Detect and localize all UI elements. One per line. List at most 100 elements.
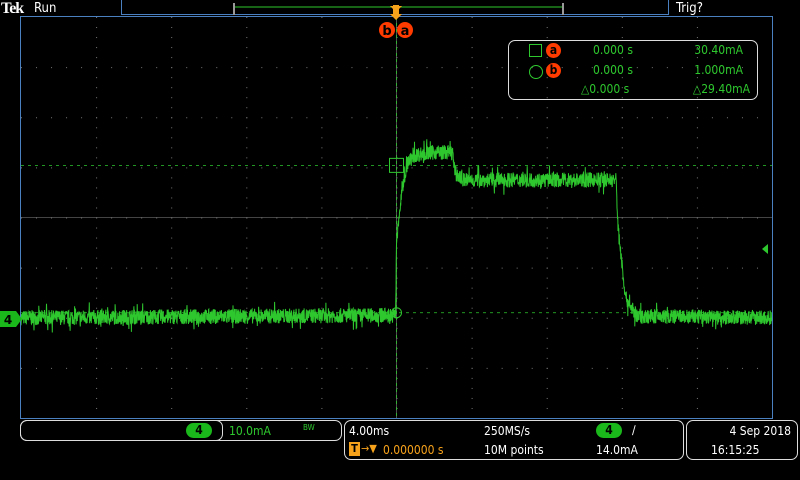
grid-dot — [396, 197, 398, 199]
grid-dot — [321, 117, 323, 119]
grid-dot — [651, 67, 653, 69]
cursor-a-square-icon — [529, 44, 542, 57]
grid-dot — [321, 127, 323, 129]
grid-dot — [651, 267, 653, 269]
grid-dot — [471, 127, 473, 129]
bandwidth-limit-icon: BW — [303, 423, 315, 432]
grid-dot — [96, 167, 98, 169]
grid-dot — [486, 267, 488, 269]
grid-dot — [621, 367, 623, 369]
grid-dot — [591, 217, 593, 219]
grid-dot — [396, 107, 398, 109]
grid-dot — [321, 37, 323, 39]
grid-dot — [621, 87, 623, 89]
grid-dot — [471, 157, 473, 159]
grid-dot — [396, 247, 398, 249]
grid-dot — [546, 397, 548, 399]
grid-dot — [726, 117, 728, 119]
grid-dot — [471, 367, 473, 369]
grid-dot — [546, 167, 548, 169]
grid-dot — [426, 167, 428, 169]
grid-dot — [411, 67, 413, 69]
trigger-level[interactable]: 14.0mA — [596, 443, 638, 457]
grid-dot — [561, 317, 563, 319]
grid-dot — [381, 367, 383, 369]
cursor-readout[interactable]: a 0.000 s 30.40mA b 0.000 s 1.000mA △0.0… — [508, 40, 758, 100]
grid-dot — [276, 367, 278, 369]
acquisition-state[interactable]: Run — [34, 1, 57, 16]
grid-dot — [696, 397, 698, 399]
grid-dot — [366, 167, 368, 169]
grid-dot — [81, 367, 83, 369]
grid-dot — [126, 167, 128, 169]
grid-dot — [246, 367, 248, 369]
grid-dot — [396, 377, 398, 379]
grid-dot — [246, 97, 248, 99]
grid-dot — [246, 107, 248, 109]
grid-dot — [576, 317, 578, 319]
grid-dot — [171, 77, 173, 79]
grid-dot — [696, 107, 698, 109]
grid-dot — [426, 317, 428, 319]
grid-dot — [546, 57, 548, 59]
grid-dot — [246, 87, 248, 89]
grid-dot — [321, 367, 323, 369]
grid-dot — [396, 57, 398, 59]
grid-dot — [741, 267, 743, 269]
grid-dot — [156, 167, 158, 169]
grid-dot — [231, 367, 233, 369]
grid-dot — [171, 137, 173, 139]
grid-dot — [471, 97, 473, 99]
grid-dot — [636, 217, 638, 219]
trigger-position[interactable]: 0.000000 s — [383, 443, 444, 457]
grid-dot — [396, 217, 398, 219]
grid-dot — [726, 67, 728, 69]
grid-dot — [336, 217, 338, 219]
grid-dot — [531, 217, 533, 219]
horizontal-scale[interactable]: 4.00ms — [349, 424, 390, 438]
grid-dot — [261, 217, 263, 219]
grid-dot — [96, 387, 98, 389]
grid-dot — [96, 397, 98, 399]
grid-dot — [306, 117, 308, 119]
grid-dot — [516, 117, 518, 119]
grid-dot — [651, 117, 653, 119]
grid-dot — [246, 347, 248, 349]
grid-dot — [456, 367, 458, 369]
grid-dot — [171, 227, 173, 229]
grid-dot — [591, 167, 593, 169]
grid-dot — [546, 157, 548, 159]
grid-dot — [501, 167, 503, 169]
grid-dot — [546, 87, 548, 89]
horizontal-trigger-settings[interactable]: 4.00ms 250MS/s 4 ∕ T →▼ 0.000000 s 10M p… — [344, 420, 684, 460]
grid-dot — [96, 177, 98, 179]
grid-dot — [51, 167, 53, 169]
grid-dot — [66, 367, 68, 369]
grid-dot — [171, 307, 173, 309]
grid-dot — [666, 217, 668, 219]
grid-dot — [621, 67, 623, 69]
grid-dot — [546, 97, 548, 99]
grid-dot — [696, 387, 698, 389]
grid-dot — [21, 67, 22, 69]
grid-dot — [291, 217, 293, 219]
grid-dot — [96, 347, 98, 349]
channel-4-badge: 4 — [186, 423, 212, 438]
grid-dot — [216, 117, 218, 119]
grid-dot — [696, 357, 698, 359]
grid-dot — [141, 117, 143, 119]
record-view-bar[interactable] — [121, 0, 669, 15]
grid-dot — [336, 167, 338, 169]
grid-dot — [321, 277, 323, 279]
channel-4-waveform — [21, 139, 772, 333]
grid-dot — [441, 167, 443, 169]
grid-dot — [216, 67, 218, 69]
grid-dot — [216, 167, 218, 169]
grid-dot — [621, 117, 623, 119]
grid-dot — [471, 107, 473, 109]
grid-dot — [186, 367, 188, 369]
grid-dot — [471, 317, 473, 319]
grid-dot — [246, 47, 248, 49]
grid-dot — [171, 47, 173, 49]
channel-4-settings[interactable]: 4 10.0mA BW — [20, 420, 342, 441]
